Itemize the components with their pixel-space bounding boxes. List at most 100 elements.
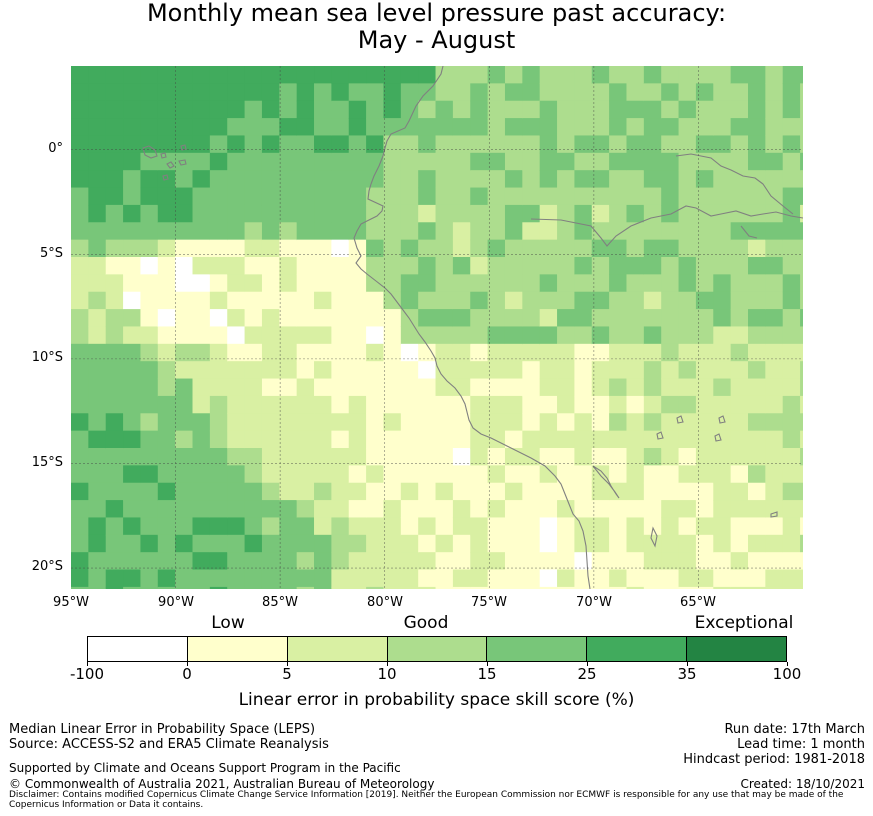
skill-cell [557,187,576,206]
skill-cell [626,430,645,449]
skill-cell [800,378,803,397]
skill-cell [418,152,437,171]
skill-cell [539,465,558,484]
skill-cell [661,361,680,380]
skill-cell [88,309,107,328]
skill-cell [175,482,194,501]
skill-cell [504,465,523,484]
skill-cell [418,239,437,258]
skill-cell [227,534,246,553]
skill-cell [678,343,697,362]
skill-cell [348,135,367,154]
skill-cell [418,100,437,119]
skill-cell [695,222,714,241]
skill-cell [348,152,367,171]
skill-cell [730,309,749,328]
skill-cell [730,187,749,206]
footer-run-date: Run date: 17th March [724,722,865,737]
skill-cell [695,118,714,137]
skill-cell [348,430,367,449]
skill-cell [314,222,332,241]
skill-cell [748,430,766,449]
skill-cell [348,465,367,484]
skill-cell [504,326,523,345]
skill-cell [713,170,732,189]
skill-cell [435,326,454,345]
skill-cell [261,448,280,466]
skill-cell [626,152,645,171]
small-lakes [656,415,778,518]
skill-cell [539,482,558,501]
skill-cell [504,118,523,137]
skill-cell [591,204,610,223]
skill-cell [487,204,506,223]
skill-cell [591,395,610,414]
skill-cell [765,204,784,223]
skill-cell [314,326,332,345]
skill-cell [348,552,367,571]
skill-cell [366,257,385,275]
skill-cell [123,187,142,206]
skill-cell [522,326,541,345]
skill-cell [678,569,697,588]
skill-cell [678,118,697,137]
skill-cell [418,135,437,154]
skill-cell [157,291,176,310]
skill-cell [331,326,350,345]
skill-cell [175,413,194,432]
skill-cell [800,500,803,519]
skill-cell [748,83,766,102]
skill-cell [591,569,610,588]
lake-titicaca [592,465,620,499]
skill-cell [296,274,315,293]
skill-cell [557,100,576,119]
skill-cell [678,482,697,501]
skill-cell [782,413,801,432]
skill-cell [123,534,142,553]
skill-cell [175,430,194,449]
skill-cell [782,395,801,414]
skill-cell [661,500,680,519]
skill-cell [348,378,367,397]
skill-cell [209,100,228,119]
skill-cell [314,343,332,362]
skill-cell [557,118,576,137]
skill-cell [71,239,89,258]
skill-cell [782,187,801,206]
skill-cell [71,378,89,397]
skill-cell [626,395,645,414]
skill-cell [626,118,645,137]
skill-cell [435,500,454,519]
skill-cell [279,118,298,137]
skill-cell [175,204,194,223]
skill-cell [348,586,367,589]
colorbar-tick-mark [687,662,688,666]
skill-cell [730,413,749,432]
skill-cell [574,552,593,571]
skill-cell [88,586,107,589]
skill-cell [105,274,124,293]
skill-cell [296,326,315,345]
skill-cell [557,517,576,536]
skill-cell [244,448,263,466]
skill-cell [71,430,89,449]
footer-created: Created: 18/10/2021 [740,777,865,791]
skill-cell [400,586,419,589]
lat-label-5s: 5°S [39,246,63,261]
colorbar-tick-label: 25 [577,665,597,683]
skill-cell [418,118,437,137]
skill-cell [296,586,315,589]
skill-cell [140,239,159,258]
skill-cell [227,291,246,310]
skill-cell [209,135,228,154]
skill-cell [314,465,332,484]
skill-cell [452,482,471,501]
skill-cell [574,274,593,293]
skill-cell [366,118,385,137]
skill-cell [522,430,541,449]
skill-cell [157,361,176,380]
skill-cell [331,378,350,397]
category-exceptional-label: Exceptional [694,613,794,633]
skill-cell [209,465,228,484]
skill-cell [800,274,803,293]
